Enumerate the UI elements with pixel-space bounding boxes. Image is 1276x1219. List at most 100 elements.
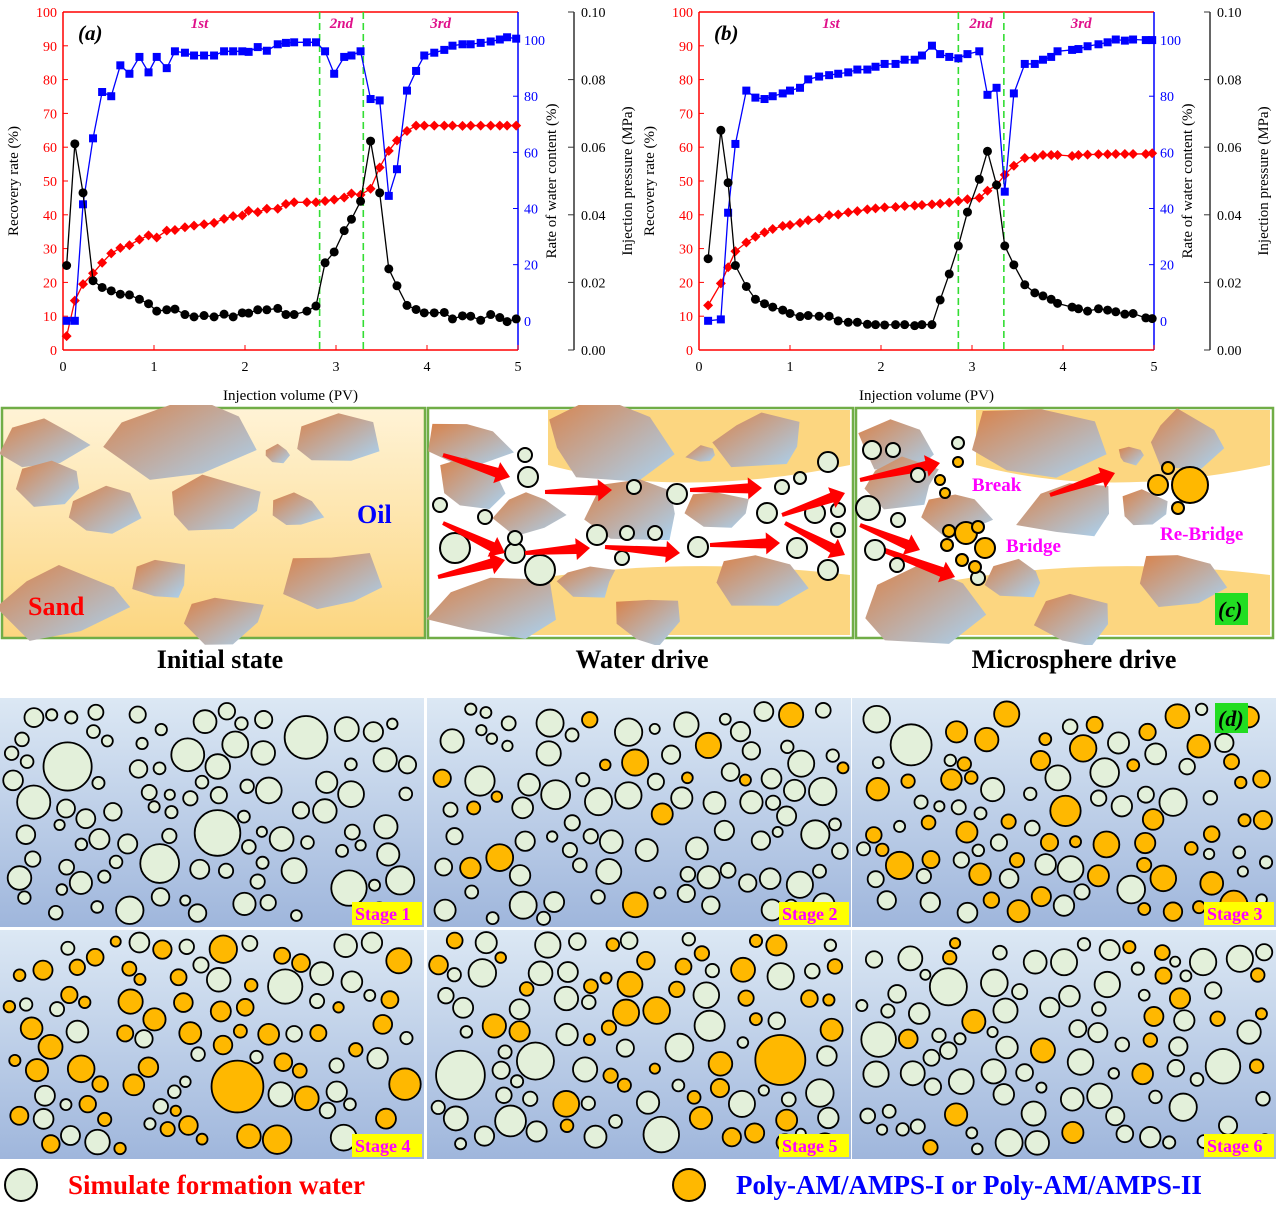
microsphere — [922, 1139, 939, 1156]
phase-label: 3rd — [1070, 16, 1092, 32]
microsphere — [616, 970, 644, 998]
water-point — [1009, 89, 1018, 98]
x-tick-label: 3 — [333, 360, 340, 375]
microsphere — [939, 487, 951, 499]
pressure-point — [219, 309, 229, 319]
sand-grain — [1033, 593, 1108, 645]
recovery-point — [209, 217, 220, 228]
stage-badge — [779, 1134, 849, 1157]
microsphere — [754, 1034, 807, 1086]
flow-arrow-icon — [442, 453, 510, 484]
water-sphere — [750, 830, 772, 851]
x-tick-label: 4 — [1060, 360, 1067, 375]
water-sphere — [897, 945, 924, 972]
stage-badge — [779, 902, 849, 925]
water-point — [768, 92, 777, 101]
water-point — [486, 37, 495, 46]
pressure-point — [392, 281, 402, 291]
water-point — [330, 69, 339, 78]
water-sphere — [1202, 847, 1216, 861]
recovery-point — [1046, 149, 1057, 160]
microsphere — [642, 996, 671, 1025]
water-axis-title: Rate of water content (%) — [1180, 104, 1196, 259]
water-sphere — [479, 706, 493, 719]
water-sphere — [986, 1025, 999, 1039]
water-sphere — [817, 1106, 840, 1130]
microsphere — [942, 524, 956, 538]
water-point — [290, 38, 299, 47]
microsphere — [826, 958, 844, 975]
phase-label: 3rd — [429, 16, 451, 32]
microsphere — [235, 998, 255, 1017]
water-sphere — [115, 895, 145, 925]
water-sphere — [971, 843, 986, 858]
water-sphere — [510, 1074, 525, 1089]
water-sphere — [830, 502, 846, 518]
water-sphere — [103, 802, 123, 822]
water-sphere — [300, 835, 315, 850]
recovery-point — [237, 210, 248, 221]
water-sphere — [664, 1032, 695, 1063]
microsphere — [898, 1028, 919, 1050]
microsphere — [1092, 830, 1121, 859]
recovery-point — [962, 194, 973, 205]
water-sphere — [134, 1029, 154, 1049]
recovery-point — [475, 120, 486, 131]
pressure-point — [1038, 291, 1048, 301]
left-tick-label: 30 — [43, 243, 57, 258]
microsphere — [955, 553, 969, 567]
water-point — [144, 68, 153, 77]
water-sphere — [24, 850, 42, 868]
water-sphere — [309, 961, 335, 987]
recovery-point — [401, 125, 412, 136]
recovery-point — [890, 202, 901, 213]
microsphere — [518, 981, 535, 997]
flow-arrow-icon — [869, 543, 956, 583]
left-tick-label: 60 — [679, 141, 693, 156]
pressure-point — [1128, 308, 1138, 318]
pressure-point — [814, 311, 824, 321]
recovery-point — [494, 120, 505, 131]
microsphere — [1149, 864, 1178, 893]
sand-grain — [865, 564, 987, 644]
microsphere — [616, 1077, 632, 1093]
water-point — [917, 51, 926, 60]
water-sphere — [32, 1108, 55, 1130]
water-sphere — [1034, 853, 1057, 876]
water-sphere — [206, 967, 232, 993]
microsphere — [261, 1124, 293, 1155]
panel-c-schematic: Oil Sand Break Bridge Re-Bridge (c) — [0, 405, 1275, 645]
microsphere — [688, 1105, 714, 1131]
microsphere — [686, 1089, 702, 1105]
oil-label: Oil — [357, 500, 392, 529]
water-sphere — [437, 987, 455, 1005]
water-sphere — [217, 702, 236, 721]
pressure-point — [289, 310, 299, 320]
sand-grain — [103, 405, 257, 480]
water-point — [62, 316, 71, 325]
water-sphere — [58, 858, 75, 876]
pressure-tick-label: 0.02 — [1217, 276, 1242, 291]
water-sphere — [152, 1098, 169, 1115]
sand-grain — [183, 597, 264, 645]
recovery-point — [511, 120, 522, 131]
water-sphere — [575, 772, 591, 788]
water-sphere — [1091, 1001, 1107, 1017]
recovery-point — [1128, 148, 1139, 159]
water-sphere — [915, 867, 932, 885]
pressure-point — [375, 188, 385, 198]
water-point — [466, 40, 475, 49]
recovery-point — [750, 231, 761, 242]
microsphere — [819, 1017, 844, 1042]
pressure-point — [917, 320, 927, 330]
pressure-point — [244, 308, 254, 318]
recovery-point — [824, 210, 835, 221]
pressure-point — [439, 307, 449, 317]
water-sphere — [889, 723, 933, 767]
water-point — [1141, 36, 1150, 45]
water-sphere — [956, 901, 979, 924]
water-sphere — [1039, 996, 1061, 1018]
microsphere — [944, 1102, 969, 1127]
water-sphere — [965, 1126, 979, 1140]
microsphere — [982, 891, 1001, 909]
